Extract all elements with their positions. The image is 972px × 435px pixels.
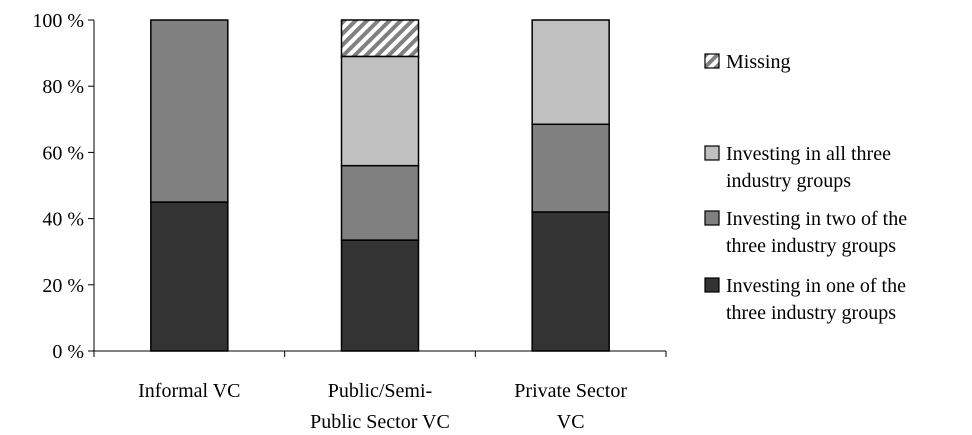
bar-segment (340, 19, 420, 58)
category-labels: Informal VC Public/Semi-Public Sector VC P… (138, 380, 627, 433)
legend: Missing Investing in all three industry gr… (704, 51, 907, 324)
bar-segment (150, 201, 229, 352)
bar-segment (531, 211, 610, 352)
legend-label: Investing in two of the three industry gr… (726, 208, 907, 257)
bar-segment (340, 55, 420, 167)
y-tick-label: 20 % (42, 275, 84, 297)
y-tick-label: 60 % (42, 142, 84, 164)
legend-swatch (704, 145, 720, 161)
bars (150, 19, 610, 352)
legend-swatch (704, 53, 720, 69)
legend-swatch (704, 210, 720, 226)
y-tick-label: 40 % (42, 209, 84, 231)
legend-label: Missing (726, 51, 790, 73)
legend-label: Investing in one of the three industry gr… (726, 275, 906, 324)
y-tick-label: 80 % (42, 76, 84, 98)
x-category-label: Informal VC (138, 380, 240, 402)
bar-segment (340, 164, 420, 241)
bar-segment (340, 239, 420, 352)
y-tick-label: 100 % (32, 10, 84, 32)
x-category-label: Private Sector VC (514, 380, 627, 433)
bar-segment (150, 19, 229, 203)
bar-segment (531, 123, 610, 213)
bar-segment (531, 19, 610, 126)
x-category-label: Public/Semi-Public Sector VC (310, 380, 450, 433)
legend-swatch (704, 277, 720, 293)
legend-label: Investing in all three industry groups (726, 143, 891, 192)
y-tick-label: 0 % (52, 341, 84, 363)
